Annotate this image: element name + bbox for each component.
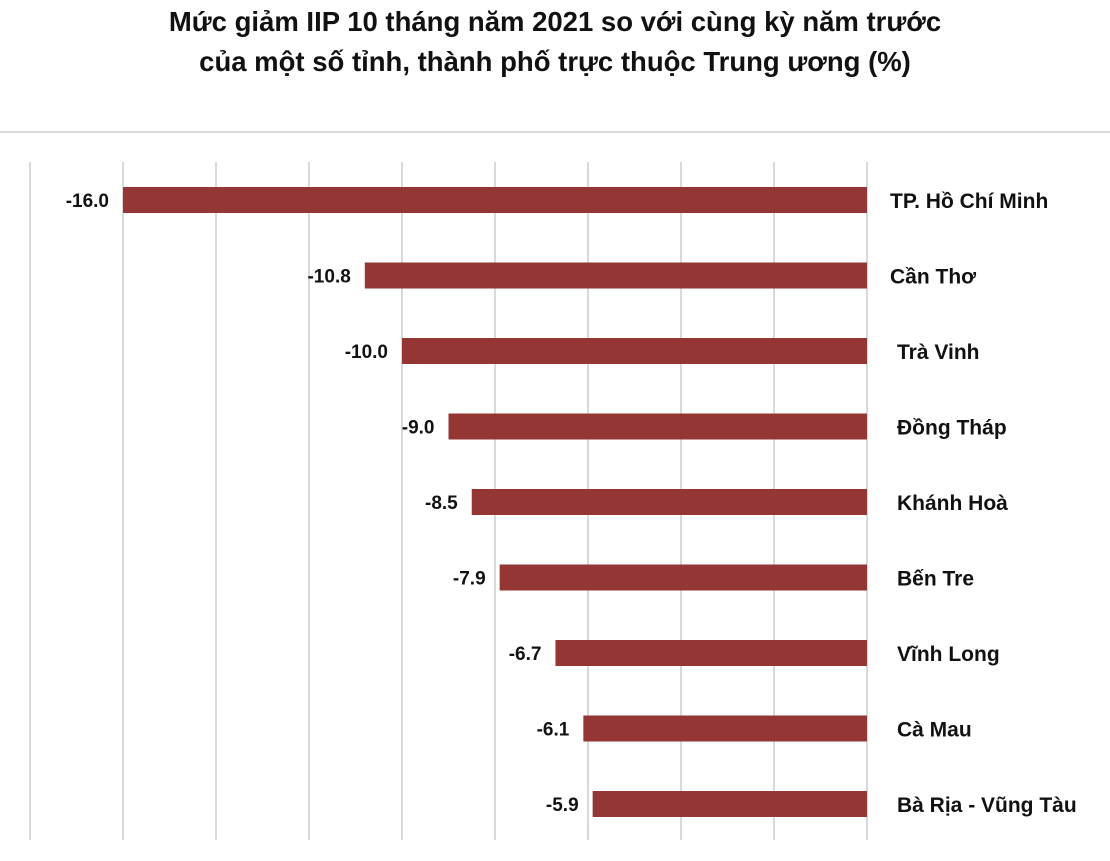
data-label: -10.0 [345, 342, 388, 363]
bar [448, 413, 867, 440]
chart-title-line-1: Mức giảm IIP 10 tháng năm 2021 so với cù… [168, 6, 942, 37]
category-label: Khánh Hoà [897, 492, 1008, 515]
category-label: Bến Tre [897, 568, 974, 591]
category-label: Vĩnh Long [897, 643, 1000, 666]
bar [555, 640, 867, 666]
data-label: -9.0 [402, 418, 435, 439]
title-divider [0, 131, 1110, 133]
data-label: -10.8 [307, 267, 350, 288]
category-label: Trà Vinh [897, 341, 979, 364]
category-label: TP. Hồ Chí Minh [890, 190, 1048, 213]
data-label: -7.9 [453, 569, 486, 590]
bar [499, 564, 867, 591]
chart-title: Mức giảm IIP 10 tháng năm 2021 so với cù… [0, 2, 1110, 82]
data-label: -16.0 [66, 191, 109, 212]
bar [592, 791, 867, 817]
bar [583, 715, 867, 742]
category-label: Cần Thơ [890, 266, 976, 289]
bar [402, 338, 867, 364]
chart-title-line-2: của một số tỉnh, thành phố trực thuộc Tr… [199, 46, 911, 77]
category-label: Bà Rịa - Vũng Tàu [897, 794, 1077, 817]
bar [123, 187, 867, 213]
bar [364, 262, 867, 289]
data-label: -6.7 [509, 644, 542, 665]
category-label: Đồng Tháp [897, 417, 1007, 440]
data-label: -5.9 [546, 795, 579, 816]
data-label: -8.5 [425, 493, 458, 514]
data-label: -6.1 [537, 720, 570, 741]
category-label: Cà Mau [897, 719, 972, 742]
bar [471, 489, 867, 515]
